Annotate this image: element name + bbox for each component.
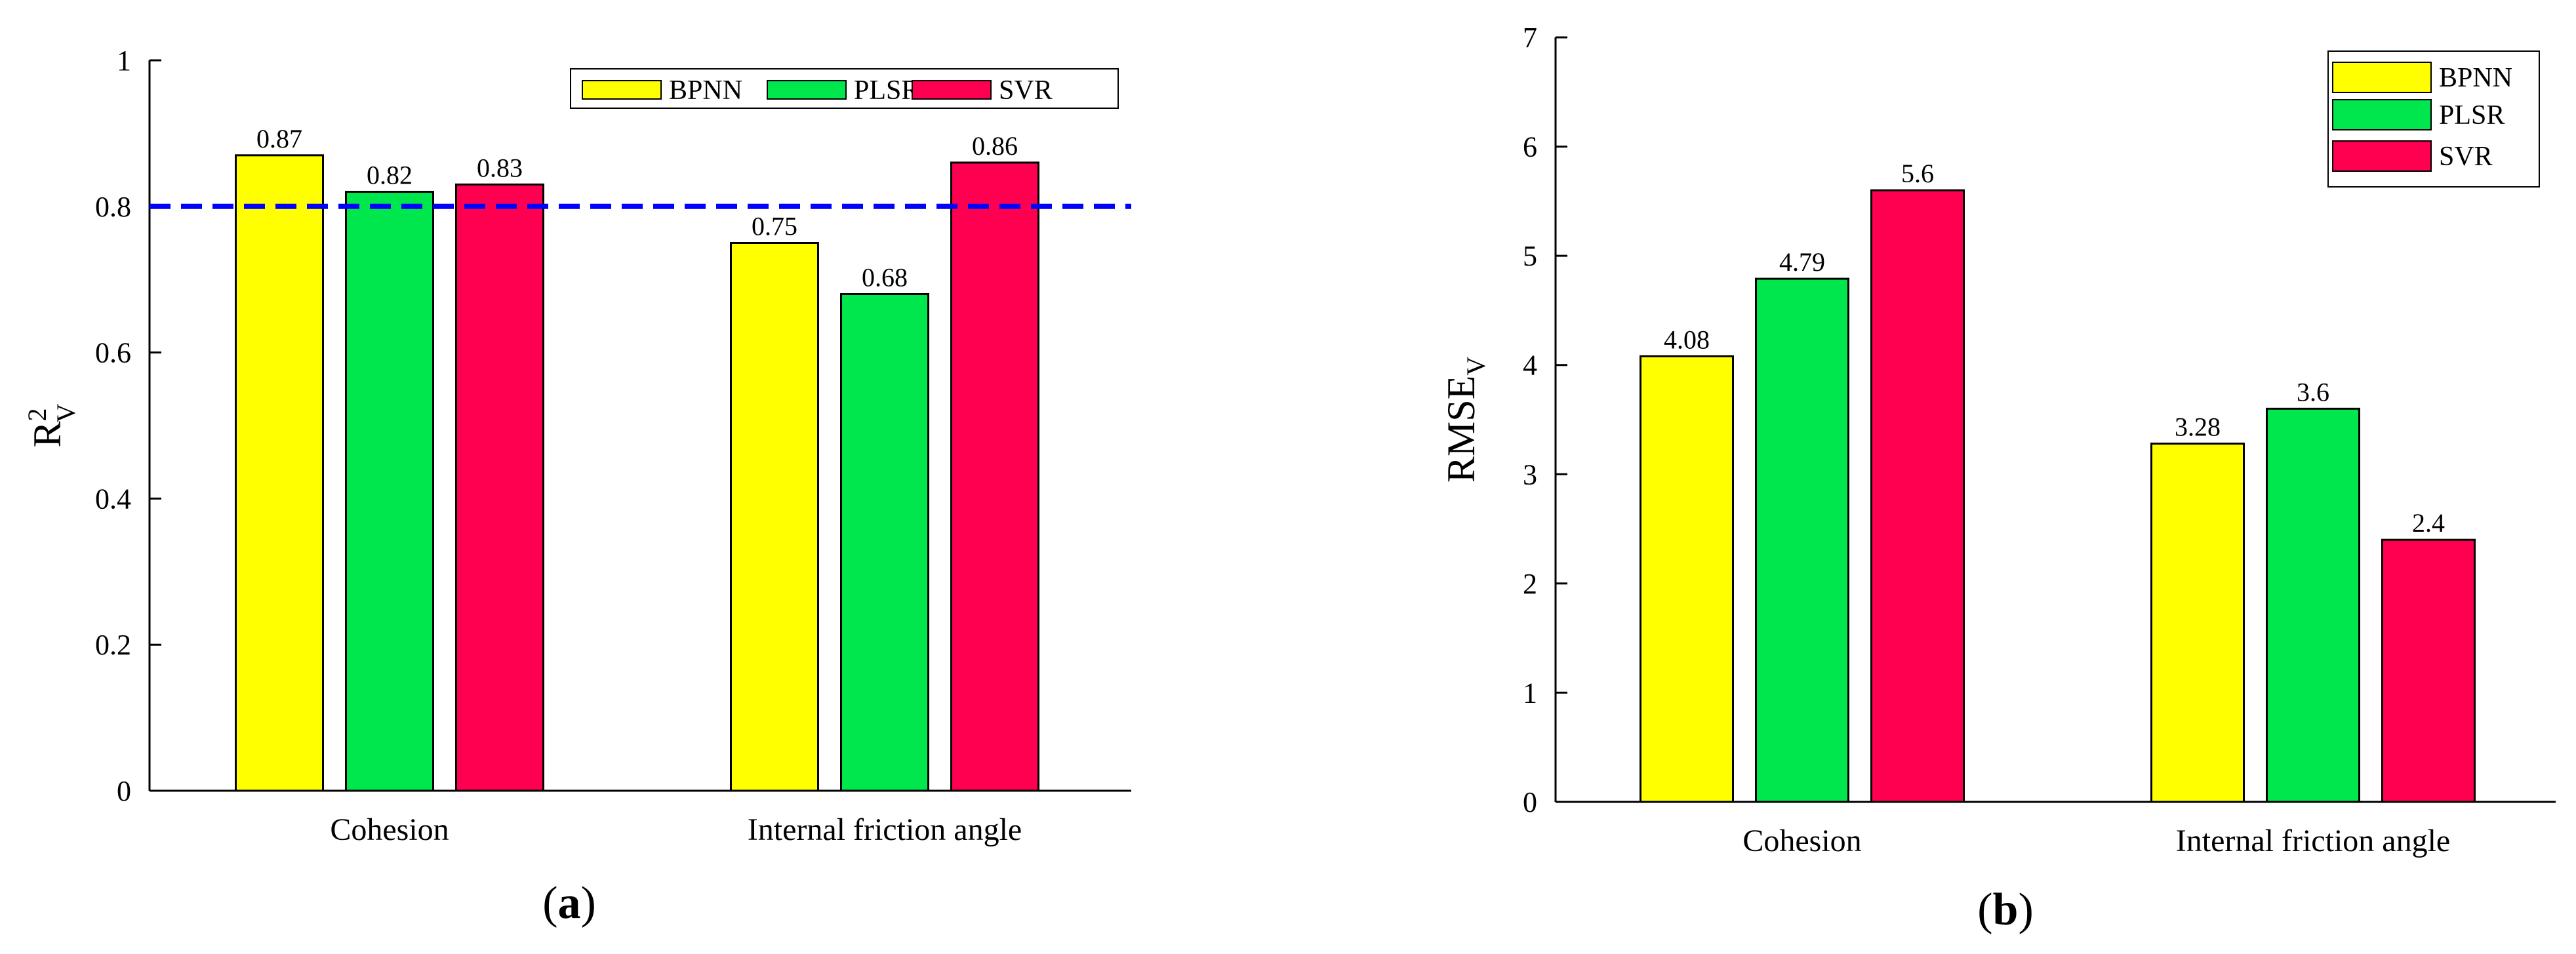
panel-label: a	[558, 878, 581, 928]
y-axis-label-sup: 2	[22, 408, 52, 421]
bar-bpnn-0	[1640, 355, 1734, 803]
x-category-label: Cohesion	[330, 812, 449, 847]
bar-svr-0	[455, 183, 544, 792]
x-category-label: Internal friction angle	[748, 812, 1022, 847]
x-category-label: Internal friction angle	[2176, 824, 2450, 858]
bar-plsr-1	[840, 292, 929, 792]
y-tick-label: 0.2	[95, 629, 131, 661]
legend-swatch-bpnn	[2332, 62, 2432, 93]
y-axis-label-sub: V	[51, 403, 81, 422]
legend-swatch-svr	[912, 80, 992, 100]
y-tick-label: 4	[1523, 349, 1537, 382]
y-tick-label: 6	[1523, 131, 1537, 163]
y-axis-label-sub: V	[1461, 357, 1491, 376]
panel-label: b	[1993, 884, 2019, 935]
y-axis-label: R2V	[22, 403, 81, 447]
bar-svr-1	[2381, 538, 2476, 803]
y-axis-label: RMSEV	[1439, 357, 1491, 483]
legend-label-plsr: PLSR	[854, 75, 919, 106]
data-label: 0.68	[862, 262, 908, 292]
y-tick-label: 7	[1523, 22, 1537, 54]
legend-swatch-plsr	[2332, 99, 2432, 130]
chart-panel-a: 0 0.2 0.4 0.6 0.8 1 Cohesion Internal friction …	[22, 45, 1131, 928]
panel-caption: (b)	[1977, 884, 2034, 935]
bar-svr-0	[1870, 189, 1965, 803]
y-tick-label: 2	[1523, 568, 1537, 600]
data-label: 0.87	[256, 124, 302, 153]
legend: BPNN PLSR SVR	[2327, 50, 2540, 188]
data-label: 4.08	[1664, 325, 1710, 354]
legend-swatch-plsr	[767, 80, 847, 100]
data-label: 0.86	[972, 131, 1018, 161]
bar-plsr-0	[1755, 277, 1849, 803]
data-label: 0.83	[477, 153, 523, 182]
bar-bpnn-1	[2150, 443, 2245, 803]
legend-label-bpnn: BPNN	[669, 75, 742, 106]
y-tick-label: 3	[1523, 458, 1537, 490]
bar-plsr-0	[345, 191, 434, 792]
bar-bpnn-1	[730, 242, 819, 792]
y-tick-label: 1	[117, 45, 131, 77]
y-tick-label: 0	[1523, 786, 1537, 818]
data-label: 3.28	[2175, 412, 2221, 442]
bar-svr-1	[950, 161, 1039, 792]
data-label: 0.75	[752, 212, 797, 241]
legend-swatch-svr	[2332, 140, 2432, 172]
panel-caption: (a)	[542, 878, 596, 928]
y-tick-label: 0	[117, 775, 131, 807]
legend-swatch-bpnn	[582, 80, 662, 100]
data-label: 3.6	[2297, 377, 2329, 407]
legend-label-svr: SVR	[999, 75, 1053, 106]
legend-label-svr: SVR	[2439, 142, 2493, 172]
data-label: 0.82	[367, 161, 413, 190]
y-axis-label-main: R	[26, 421, 69, 447]
y-tick-label: 0.8	[95, 191, 131, 223]
data-label: 2.4	[2412, 508, 2445, 538]
y-tick-label: 1	[1523, 677, 1537, 709]
data-label: 4.79	[1779, 247, 1825, 277]
y-tick-label: 5	[1523, 240, 1537, 272]
x-category-label: Cohesion	[1742, 824, 1861, 858]
data-label: 5.6	[1901, 159, 1934, 188]
bar-bpnn-0	[235, 154, 324, 792]
y-axis-label-main: RMSE	[1439, 376, 1483, 483]
legend-label-plsr: PLSR	[2439, 100, 2505, 130]
legend: BPNN PLSR SVR	[570, 68, 1119, 109]
y-tick-label: 0.6	[95, 337, 131, 369]
bar-plsr-1	[2266, 407, 2360, 803]
legend-label-bpnn: BPNN	[2439, 63, 2512, 93]
chart-panel-b: 0 1 2 3 4 5 6 7 Cohesion Internal friction angle 4…	[1439, 22, 2556, 935]
y-tick-label: 0.4	[95, 483, 131, 515]
